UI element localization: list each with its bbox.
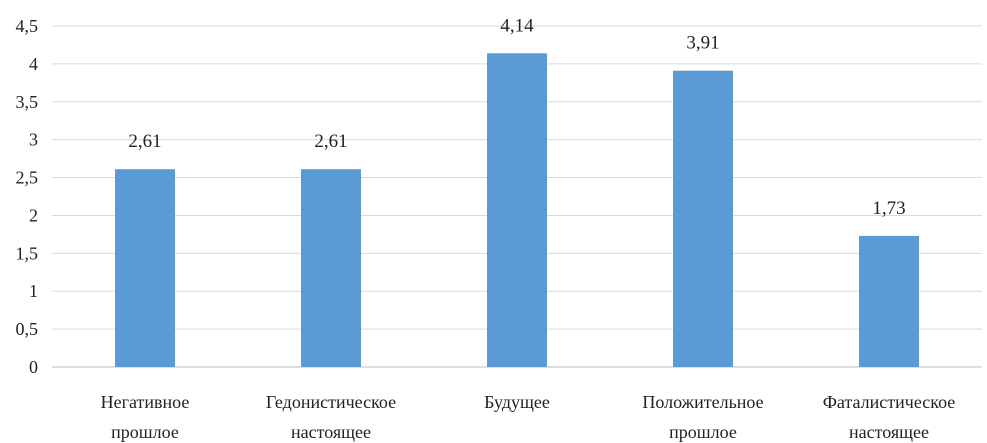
category-label: настоящее bbox=[849, 422, 929, 442]
category-label: Положительное bbox=[642, 392, 763, 412]
y-tick-label: 2,5 bbox=[16, 168, 39, 188]
y-tick-label: 3,5 bbox=[16, 92, 39, 112]
data-label: 4,14 bbox=[500, 15, 534, 36]
y-tick-label: 1 bbox=[29, 281, 38, 301]
data-label: 2,61 bbox=[128, 131, 161, 152]
category-label: настоящее bbox=[291, 422, 371, 442]
x-axis: Негативное прошлое Гедонистическое настояще… bbox=[101, 392, 956, 442]
category-label: Гедонистическое bbox=[266, 392, 396, 412]
y-tick-label: 3 bbox=[29, 130, 38, 150]
bar bbox=[673, 70, 733, 367]
data-label: 3,91 bbox=[686, 33, 719, 54]
y-tick-label: 0 bbox=[29, 357, 38, 377]
y-tick-label: 4 bbox=[29, 54, 38, 74]
category-label: Негативное bbox=[101, 392, 190, 412]
y-tick-label: 2 bbox=[29, 205, 38, 225]
y-tick-label: 4,5 bbox=[16, 16, 39, 36]
bars bbox=[115, 53, 919, 367]
category-label: Будущее bbox=[484, 392, 550, 412]
bar bbox=[487, 53, 547, 367]
y-tick-label: 1,5 bbox=[16, 243, 39, 263]
data-labels: 2,61 2,61 4,14 3,91 1,73 bbox=[128, 15, 905, 219]
bar bbox=[301, 169, 361, 367]
y-tick-label: 0,5 bbox=[16, 319, 39, 339]
category-label: прошлое bbox=[669, 422, 737, 442]
y-axis: 0 0,5 1 1,5 2 2,5 3 3,5 4 4,5 bbox=[16, 16, 39, 377]
data-label: 2,61 bbox=[314, 131, 347, 152]
category-label: прошлое bbox=[111, 422, 179, 442]
bar bbox=[115, 169, 175, 367]
data-label: 1,73 bbox=[872, 198, 905, 219]
category-label: Фаталистическое bbox=[823, 392, 956, 412]
bar bbox=[859, 235, 919, 367]
